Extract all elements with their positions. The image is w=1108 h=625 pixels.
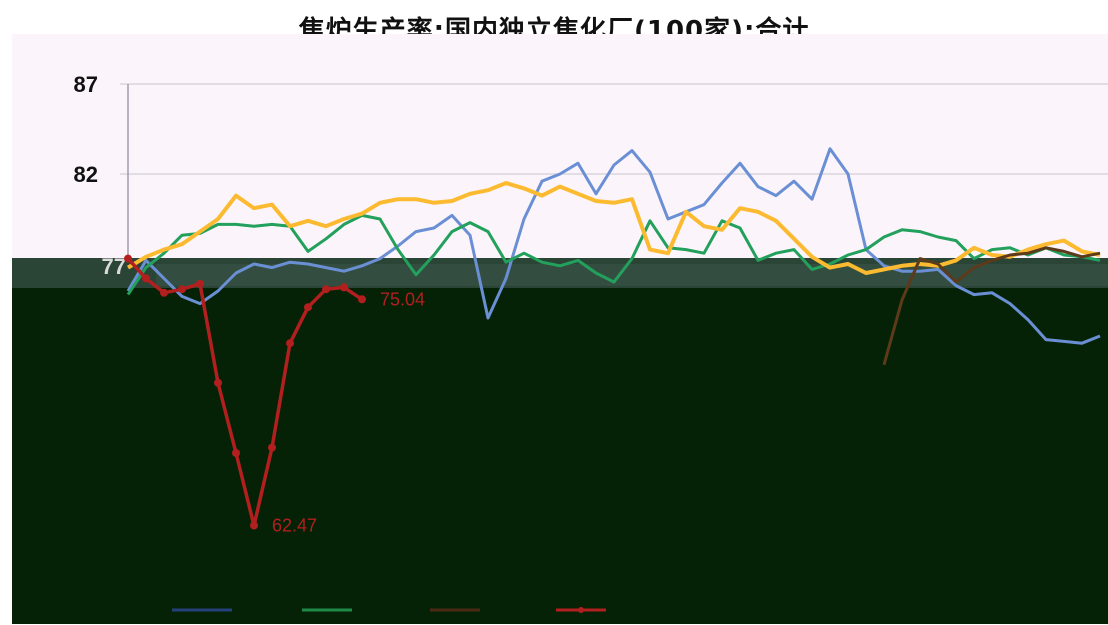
red-point-10 (304, 303, 312, 312)
red-point-9 (286, 339, 294, 348)
red-point-5 (214, 378, 222, 387)
legend-marker-red (578, 607, 584, 613)
data-label-7: 62.47 (272, 516, 317, 536)
y-tick-label-77: 77 (102, 254, 126, 279)
red-point-4 (196, 279, 204, 288)
red-point-0 (124, 254, 132, 263)
red-point-6 (232, 449, 240, 457)
red-point-11 (322, 285, 330, 294)
dark-panel (12, 258, 1108, 624)
y-tick-label-87: 87 (74, 72, 98, 97)
y-tick-label-82: 82 (74, 162, 98, 187)
data-label-13: 75.04 (380, 289, 425, 309)
dark-panel-band-inner (156, 264, 1108, 286)
red-point-7 (250, 521, 258, 530)
red-point-1 (142, 274, 150, 283)
plot-background (12, 34, 1108, 258)
red-point-13 (358, 295, 366, 304)
red-point-2 (160, 288, 168, 297)
series-line-brown (882, 246, 1101, 366)
marker-layer (124, 254, 366, 530)
series-line-blue (126, 147, 1101, 345)
legend (172, 607, 606, 613)
red-point-8 (268, 443, 276, 452)
red-point-3 (178, 285, 186, 294)
red-point-12 (340, 283, 348, 292)
label-layer: 62.47 75.04 (272, 289, 425, 535)
